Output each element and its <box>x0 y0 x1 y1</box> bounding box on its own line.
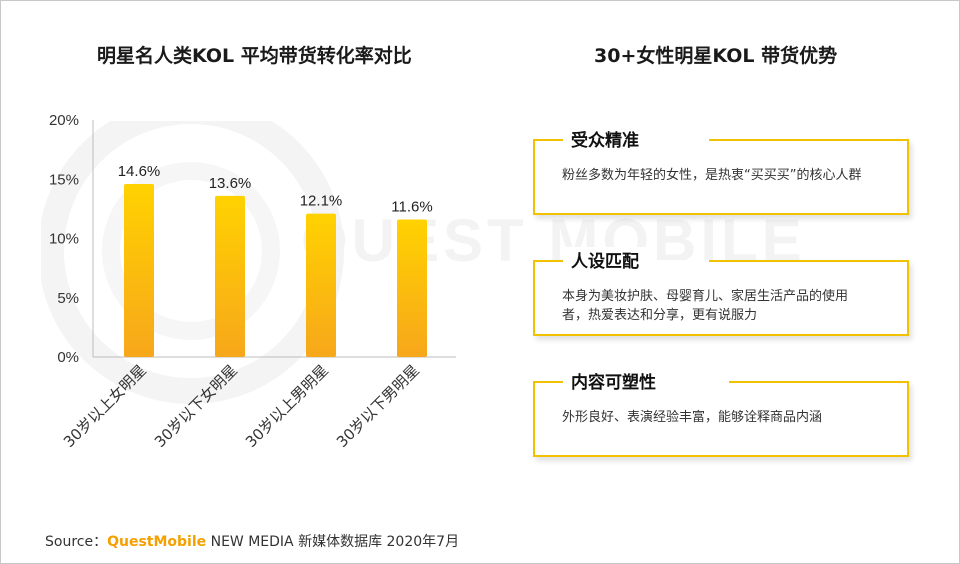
card-top-line-right <box>729 381 909 383</box>
source-suffix: NEW MEDIA 新媒体数据库 2020年7月 <box>206 534 460 550</box>
card-top-line-right <box>709 260 909 262</box>
data-label: 14.6% <box>118 163 161 180</box>
advantages-title: 30+女性明星KOL 带货优势 <box>594 45 838 67</box>
card-frame <box>533 381 909 457</box>
bar <box>306 213 336 357</box>
x-tick-label: 30岁以下男明星 <box>333 361 423 451</box>
source-prefix: Source： <box>45 534 108 550</box>
source-brand: QuestMobile <box>107 534 207 550</box>
card-title: 内容可塑性 <box>563 368 664 393</box>
y-tick-label: 10% <box>49 231 79 248</box>
card-top-line-left <box>533 139 565 141</box>
bar-chart: 0% 5% 10% 15% 20% 14.6% 30岁以上女明星 13.6% 30岁以下女明星 1… <box>49 112 456 451</box>
bar <box>124 183 154 357</box>
data-label: 11.6% <box>391 199 432 216</box>
y-tick-label: 15% <box>49 171 79 188</box>
card-title: 受众精准 <box>563 126 647 151</box>
data-label: 12.1% <box>300 193 343 210</box>
card-frame <box>533 260 909 336</box>
source-note: Source：QuestMobile NEW MEDIA 新媒体数据库 2020… <box>45 531 459 551</box>
card-top-line-left <box>533 381 565 383</box>
y-tick-label: 5% <box>57 290 79 307</box>
bar <box>397 219 427 357</box>
x-tick-label: 30岁以上男明星 <box>242 361 332 451</box>
card-description: 粉丝多数为年轻的女性，是热衷“买买买”的核心人群 <box>562 168 862 183</box>
card-description: 本身为美妆护肤、母婴育儿、家居生活产品的使用者，热爱表达和分享，更有说服力 <box>562 289 849 323</box>
card-title: 人设匹配 <box>563 247 647 272</box>
data-label: 13.6% <box>209 175 252 192</box>
y-tick-label: 0% <box>57 349 79 366</box>
card-frame <box>533 139 909 215</box>
card-top-line-left <box>533 260 565 262</box>
x-tick-label: 30岁以上女明星 <box>60 361 150 451</box>
x-tick-label: 30岁以下女明星 <box>151 361 241 451</box>
chart-title: 明星名人类KOL 平均带货转化率对比 <box>97 45 412 67</box>
card-description: 外形良好、表演经验丰富，能够诠释商品内涵 <box>562 410 823 425</box>
y-tick-label: 20% <box>49 112 79 129</box>
card-top-line-right <box>709 139 909 141</box>
bar <box>215 195 245 357</box>
